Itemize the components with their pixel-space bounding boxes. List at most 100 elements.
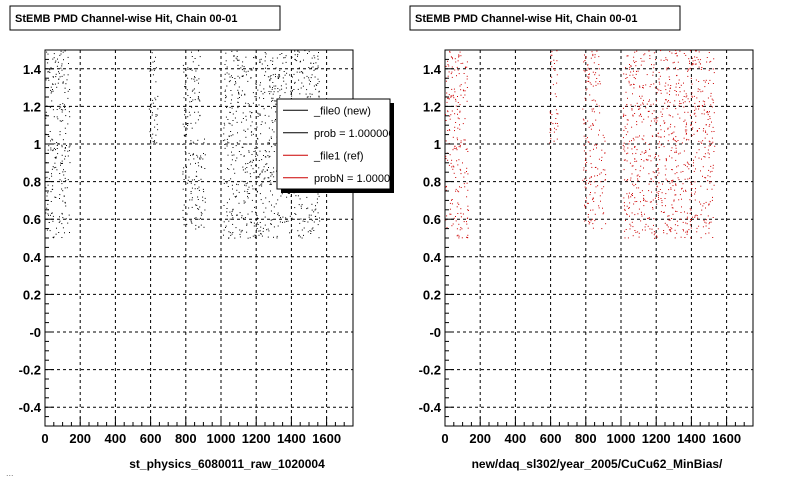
data-point bbox=[455, 177, 457, 178]
data-point bbox=[669, 155, 670, 157]
x-tick-label: 1600 bbox=[712, 431, 741, 446]
data-point bbox=[646, 103, 648, 105]
data-point bbox=[462, 89, 464, 91]
data-point bbox=[629, 215, 630, 217]
data-point bbox=[671, 218, 673, 219]
data-point bbox=[652, 74, 654, 76]
data-point bbox=[668, 76, 670, 78]
data-point bbox=[453, 166, 455, 168]
data-point bbox=[260, 184, 262, 186]
data-point bbox=[236, 214, 237, 216]
data-point bbox=[709, 118, 711, 120]
data-point bbox=[456, 228, 458, 230]
data-point bbox=[685, 222, 687, 224]
data-point bbox=[64, 177, 66, 179]
data-point bbox=[647, 225, 649, 227]
data-point bbox=[67, 74, 69, 76]
data-point bbox=[190, 182, 192, 184]
data-point bbox=[587, 120, 589, 122]
data-point bbox=[257, 116, 259, 117]
data-point bbox=[584, 97, 586, 99]
data-point bbox=[61, 212, 63, 214]
data-point bbox=[267, 228, 269, 230]
data-point bbox=[187, 123, 189, 125]
data-point bbox=[191, 78, 193, 80]
data-point bbox=[698, 81, 700, 82]
data-point bbox=[446, 227, 448, 229]
data-point bbox=[467, 205, 469, 207]
data-point bbox=[196, 171, 197, 173]
data-point bbox=[586, 162, 588, 163]
data-point bbox=[447, 110, 449, 112]
data-point bbox=[640, 113, 641, 115]
data-point bbox=[187, 77, 189, 79]
data-point bbox=[183, 126, 185, 128]
data-point bbox=[257, 138, 259, 140]
data-point bbox=[643, 160, 645, 162]
data-point bbox=[594, 56, 596, 58]
data-point bbox=[285, 55, 287, 57]
data-point bbox=[592, 85, 594, 87]
data-point bbox=[251, 134, 253, 136]
data-point bbox=[592, 197, 594, 199]
data-point bbox=[274, 120, 276, 122]
data-point bbox=[626, 180, 628, 182]
data-point bbox=[238, 191, 240, 193]
data-point bbox=[195, 70, 197, 72]
data-point bbox=[256, 191, 258, 193]
data-point bbox=[198, 218, 200, 220]
data-point bbox=[669, 88, 671, 89]
data-point bbox=[665, 99, 667, 101]
data-point bbox=[704, 81, 706, 83]
data-point bbox=[250, 125, 252, 127]
data-point bbox=[184, 86, 186, 88]
data-point bbox=[667, 101, 669, 103]
data-point bbox=[318, 81, 320, 83]
data-point bbox=[603, 137, 605, 139]
data-point bbox=[625, 128, 627, 129]
data-point bbox=[651, 191, 652, 193]
data-point bbox=[278, 74, 279, 76]
data-point bbox=[596, 147, 597, 149]
data-point bbox=[659, 141, 660, 143]
data-point bbox=[231, 159, 233, 161]
data-point bbox=[658, 78, 660, 80]
data-point bbox=[679, 50, 681, 52]
data-point bbox=[67, 97, 69, 99]
data-point bbox=[660, 111, 662, 113]
data-point bbox=[705, 207, 706, 209]
data-point bbox=[203, 191, 205, 193]
data-point bbox=[688, 164, 690, 165]
data-point bbox=[56, 86, 58, 88]
data-point bbox=[303, 77, 305, 79]
data-point bbox=[590, 176, 592, 178]
data-point bbox=[291, 95, 293, 97]
data-point bbox=[48, 178, 50, 180]
data-point bbox=[601, 228, 603, 230]
data-point bbox=[318, 90, 320, 92]
data-point bbox=[318, 95, 320, 97]
data-point bbox=[259, 59, 261, 61]
data-point bbox=[231, 151, 232, 153]
data-point bbox=[157, 95, 159, 97]
data-point bbox=[248, 104, 250, 106]
data-point bbox=[149, 131, 151, 133]
data-point bbox=[682, 102, 684, 104]
data-point bbox=[269, 86, 271, 88]
data-point bbox=[452, 94, 454, 96]
data-point bbox=[640, 115, 642, 117]
data-point bbox=[553, 68, 555, 70]
data-point bbox=[597, 168, 599, 170]
data-point bbox=[246, 171, 248, 173]
data-point bbox=[47, 135, 49, 137]
data-point bbox=[642, 103, 644, 105]
data-point bbox=[704, 221, 706, 223]
data-point bbox=[235, 110, 237, 112]
data-point bbox=[674, 126, 676, 128]
data-point bbox=[192, 154, 194, 155]
data-point bbox=[64, 109, 66, 111]
data-point bbox=[703, 128, 705, 130]
data-point bbox=[452, 168, 454, 170]
data-point bbox=[236, 189, 238, 191]
data-point bbox=[653, 67, 655, 69]
